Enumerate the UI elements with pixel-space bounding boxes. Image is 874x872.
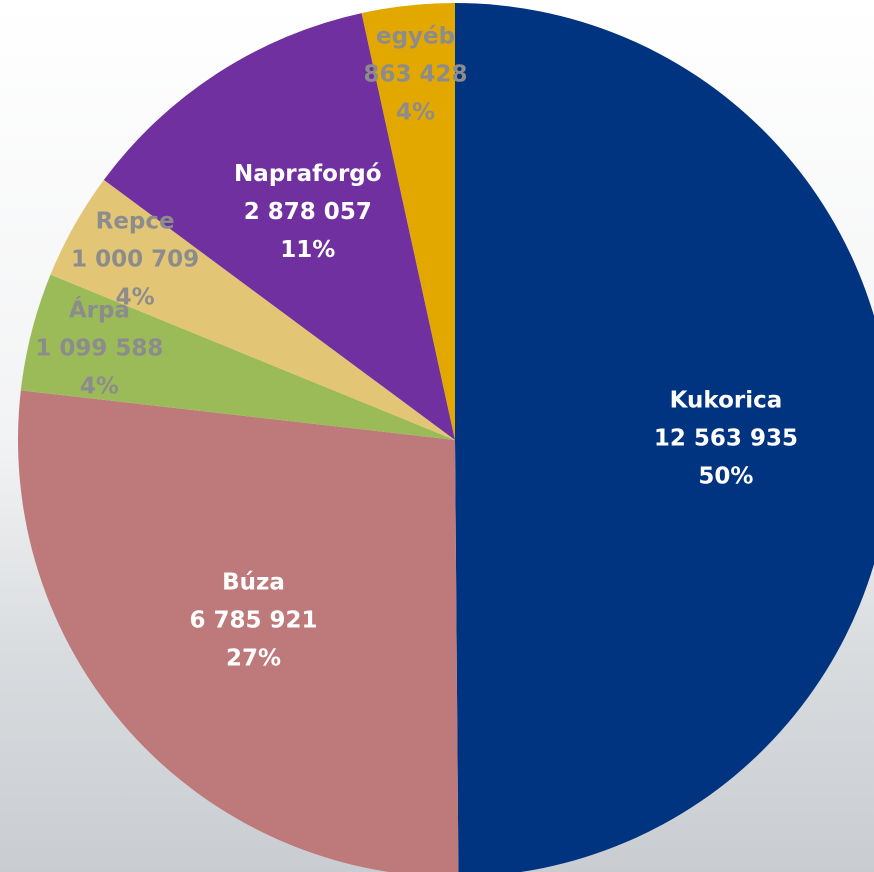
slice-label: egyéb — [376, 24, 455, 50]
pie-slice — [455, 3, 874, 872]
percent-label: 50% — [698, 463, 753, 489]
percent-label: 4% — [80, 373, 119, 399]
value-label: 863 428 — [364, 62, 468, 88]
slice-label: Repce — [96, 208, 175, 234]
pie-slice — [50, 179, 455, 440]
value-label: 6 785 921 — [190, 608, 318, 634]
percent-label: 4% — [116, 284, 155, 310]
value-label: 2 878 057 — [244, 199, 372, 225]
value-label: 12 563 935 — [654, 425, 798, 451]
value-label: 1 000 709 — [71, 246, 199, 272]
percent-label: 4% — [396, 100, 435, 126]
slice-label: Napraforgó — [234, 161, 382, 187]
percent-label: 11% — [280, 237, 335, 263]
percent-label: 27% — [226, 646, 281, 672]
slice-label: Árpa — [69, 295, 130, 323]
slice-label: Búza — [222, 570, 285, 596]
pie-slice — [361, 3, 455, 440]
value-label: 1 099 588 — [35, 335, 163, 361]
slice-label: Kukorica — [670, 387, 783, 413]
pie-slice — [20, 274, 456, 440]
pie-slice — [18, 390, 459, 872]
pie-slice — [103, 13, 455, 441]
